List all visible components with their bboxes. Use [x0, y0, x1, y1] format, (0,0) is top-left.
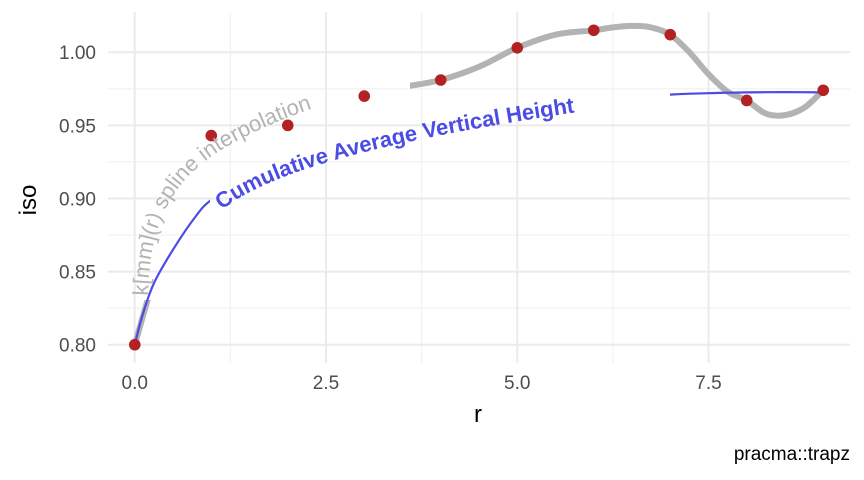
spline-curve [131, 22, 827, 348]
tick-labels: 0.0 2.5 5.0 7.5 0.80 0.85 0.90 0.95 1.00 [59, 43, 722, 394]
data-point [434, 74, 447, 86]
y-tick-label: 0.90 [59, 189, 96, 210]
data-point [511, 42, 524, 54]
cumulative-curve [133, 90, 824, 345]
data-point [358, 90, 371, 102]
y-tick-label: 0.85 [59, 263, 96, 284]
x-axis-title: r [474, 401, 482, 428]
data-point [817, 84, 830, 97]
data-point [281, 119, 294, 132]
data-point [740, 94, 753, 107]
x-tick-label: 5.0 [504, 373, 530, 394]
x-tick-label: 0.0 [122, 373, 148, 394]
caption: pracma::trapz [734, 444, 850, 465]
minor-gridlines [108, 12, 850, 363]
x-tick-label: 2.5 [313, 373, 339, 394]
y-tick-label: 0.95 [59, 116, 96, 137]
data-point [587, 24, 600, 37]
data-point [128, 338, 141, 351]
y-tick-label: 0.80 [59, 336, 96, 357]
y-tick-label: 1.00 [59, 43, 96, 64]
y-axis-title: iso [15, 185, 42, 216]
data-point [664, 28, 677, 41]
curve-labels: k[mm](r) spline interpolationCumulative … [128, 90, 576, 296]
curves [131, 22, 827, 348]
data-points [128, 24, 830, 351]
x-tick-label: 7.5 [695, 373, 721, 394]
data-point [205, 129, 218, 142]
